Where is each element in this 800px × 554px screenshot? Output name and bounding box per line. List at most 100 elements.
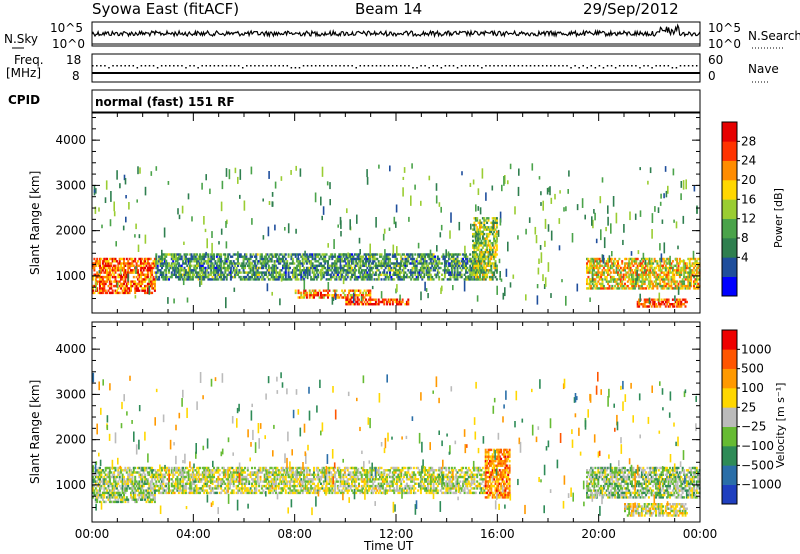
nave-dot [189, 65, 191, 67]
power-cell [480, 253, 483, 256]
power-cell [101, 266, 104, 270]
power-cell [425, 253, 428, 256]
power-cell [191, 257, 194, 261]
power-cell [322, 253, 325, 256]
power-cell [370, 278, 373, 281]
power-cell [113, 264, 116, 267]
power-cell [379, 273, 382, 276]
velocity-cell [161, 473, 163, 476]
power-cell [132, 275, 135, 279]
power-noise-cell [660, 193, 662, 199]
power-cell [303, 294, 306, 297]
power-cell [676, 269, 679, 272]
power-cell [632, 260, 635, 263]
power-cell [681, 303, 684, 306]
power-cell [289, 262, 291, 265]
velocity-cell [111, 493, 114, 497]
velocity-cell [134, 475, 137, 479]
power-cell [448, 269, 451, 272]
power-cell [201, 257, 204, 261]
power-cell [313, 278, 315, 281]
power-cell [597, 280, 600, 283]
power-cell [670, 278, 673, 281]
power-cell [677, 282, 680, 286]
power-noise-cell [134, 295, 137, 299]
velocity-cell [114, 482, 117, 485]
power-cell [657, 269, 660, 272]
power-cell [369, 291, 372, 295]
power-cell [374, 264, 377, 267]
velocity-cell [130, 473, 132, 476]
power-cell [189, 266, 192, 270]
power-cell [263, 255, 266, 258]
velocity-cell [153, 489, 156, 492]
power-cell [367, 257, 370, 261]
nave-dot [148, 65, 151, 67]
power-cell [410, 273, 413, 276]
power-cell [684, 305, 687, 308]
power-cell [348, 269, 351, 272]
velocity-cell [106, 491, 109, 495]
power-cell [452, 264, 455, 267]
power-cell [407, 257, 410, 261]
power-cell [685, 287, 688, 290]
power-cell [473, 260, 476, 263]
power-noise-cell [181, 205, 184, 214]
power-cell [479, 257, 481, 261]
power-cell [106, 260, 109, 263]
power-cell [99, 273, 101, 276]
velocity-cell [170, 478, 173, 481]
power-cell [473, 266, 476, 270]
power-cell [179, 266, 182, 270]
velocity-cell [163, 473, 166, 476]
power-cell [317, 273, 320, 276]
velocity-cell [162, 482, 165, 485]
power-cell [429, 257, 432, 261]
power-cell [248, 275, 251, 279]
power-cell [376, 253, 379, 256]
power-cell [490, 275, 493, 279]
power-cell [483, 244, 486, 247]
power-cell [417, 262, 420, 265]
power-cell [248, 257, 251, 261]
power-cell [146, 287, 149, 290]
power-cell [456, 271, 459, 274]
power-cell [199, 264, 201, 267]
power-noise-cell [635, 278, 637, 285]
power-cell [255, 266, 258, 270]
power-cell [590, 264, 593, 267]
power-cell [393, 253, 396, 256]
power-noise-cell [264, 257, 267, 264]
power-noise-cell [333, 239, 335, 249]
velocity-cell [100, 496, 103, 499]
power-cell [177, 255, 180, 258]
power-cell [151, 266, 154, 270]
power-cell [479, 223, 481, 227]
power-cell [594, 282, 597, 286]
power-cell [649, 264, 652, 267]
power-cell [483, 242, 486, 245]
power-cell [360, 275, 363, 279]
power-cell [187, 269, 190, 272]
power-cell [321, 294, 324, 297]
power-cell [677, 305, 680, 308]
power-cell [134, 257, 137, 261]
power-cell [688, 273, 691, 276]
velocity-cell [121, 480, 124, 483]
velocity-cell [139, 475, 142, 479]
power-cell [410, 262, 413, 265]
velocity-cell [93, 484, 96, 488]
nave-dot [570, 67, 572, 69]
power-noise-cell [165, 259, 168, 265]
power-cell [322, 255, 325, 258]
power-cell [407, 275, 410, 279]
power-cell [588, 284, 591, 288]
power-cell [94, 278, 97, 281]
power-cell [494, 260, 497, 263]
power-cell [645, 269, 648, 272]
power-cell [101, 264, 104, 267]
power-cell [346, 298, 349, 301]
power-cell [380, 260, 383, 263]
power-cell [479, 251, 481, 254]
power-noise-cell [268, 171, 270, 179]
